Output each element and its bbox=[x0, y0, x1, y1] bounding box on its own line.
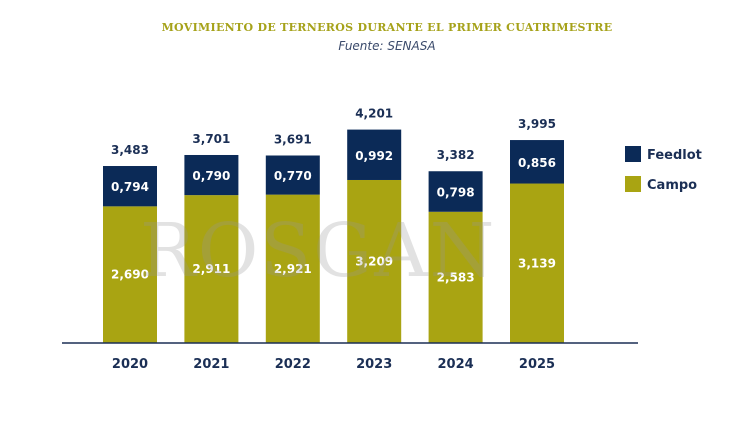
legend-label-feedlot: Feedlot bbox=[647, 148, 702, 163]
label-feedlot-2021: 0,790 bbox=[192, 169, 230, 183]
legend-swatch-feedlot bbox=[625, 146, 641, 162]
label-feedlot-2022: 0,770 bbox=[274, 169, 312, 183]
bar-campo-2020 bbox=[103, 206, 157, 343]
bar-feedlot-2020 bbox=[103, 166, 157, 207]
x-tick-2022: 2022 bbox=[275, 357, 311, 372]
bar-campo-2023 bbox=[347, 179, 402, 343]
label-campo-2025: 3,139 bbox=[518, 256, 556, 270]
label-campo-2022: 2,921 bbox=[274, 262, 312, 276]
label-total-2024: 3,382 bbox=[437, 148, 475, 162]
chart-title: MOVIMIENTO DE TERNEROS DURANTE EL PRIMER… bbox=[161, 21, 613, 34]
label-total-2023: 4,201 bbox=[355, 107, 393, 121]
bar-campo-2022 bbox=[265, 194, 320, 343]
x-tick-2024: 2024 bbox=[438, 357, 474, 372]
label-feedlot-2025: 0,856 bbox=[518, 156, 556, 170]
label-campo-2023: 3,209 bbox=[355, 254, 393, 268]
label-total-2022: 3,691 bbox=[274, 132, 312, 146]
x-tick-2021: 2021 bbox=[193, 357, 229, 372]
legend-label-campo: Campo bbox=[647, 178, 697, 193]
x-tick-2023: 2023 bbox=[356, 357, 392, 372]
label-feedlot-2020: 0,794 bbox=[111, 180, 149, 194]
bar-feedlot-2021 bbox=[184, 154, 239, 196]
label-total-2025: 3,995 bbox=[518, 117, 556, 131]
label-feedlot-2023: 0,992 bbox=[355, 149, 393, 163]
label-total-2021: 3,701 bbox=[192, 132, 230, 146]
label-total-2020: 3,483 bbox=[111, 143, 149, 157]
label-campo-2024: 2,583 bbox=[437, 270, 475, 284]
chart-subtitle: Fuente: SENASA bbox=[338, 39, 436, 53]
bar-campo-2024 bbox=[428, 211, 483, 343]
bar-campo-2021 bbox=[184, 195, 239, 343]
bar-campo-2025 bbox=[510, 183, 564, 343]
bar-feedlot-2024 bbox=[428, 171, 483, 212]
legend-swatch-campo bbox=[625, 176, 641, 192]
x-tick-2020: 2020 bbox=[112, 357, 148, 372]
label-feedlot-2024: 0,798 bbox=[437, 186, 475, 200]
x-tick-2025: 2025 bbox=[519, 357, 555, 372]
bar-feedlot-2022 bbox=[265, 155, 320, 195]
label-campo-2020: 2,690 bbox=[111, 268, 149, 282]
bar-feedlot-2025 bbox=[510, 140, 564, 184]
label-campo-2021: 2,911 bbox=[192, 262, 230, 276]
bar-feedlot-2023 bbox=[347, 129, 402, 180]
